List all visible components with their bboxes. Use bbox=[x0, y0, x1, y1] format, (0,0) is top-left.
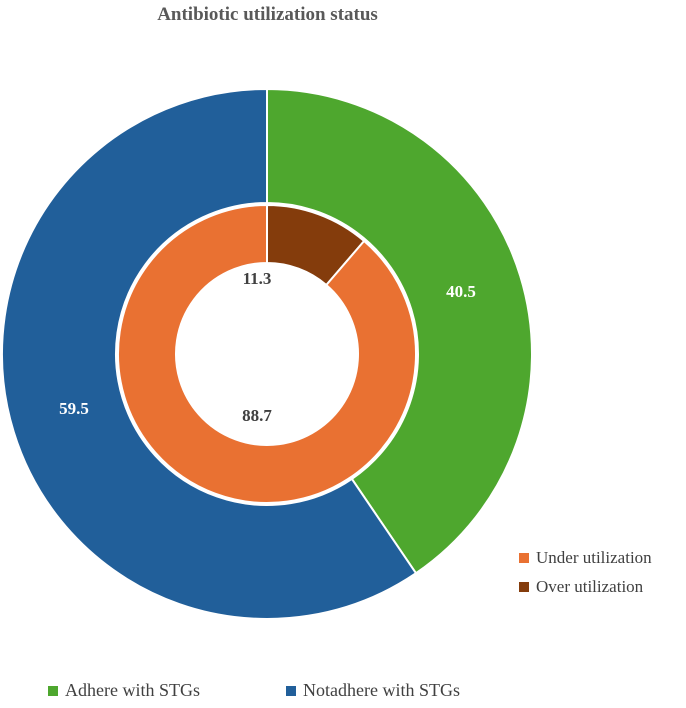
legend-item-under-utilization: Under utilization bbox=[519, 543, 652, 572]
outer-slice-notadhere-with-stgs bbox=[1, 87, 418, 620]
data-label-over-utilization: 11.3 bbox=[243, 269, 272, 288]
inner-ring bbox=[117, 203, 417, 504]
outer-slice-adhere-with-stgs bbox=[266, 87, 533, 575]
legend-swatch-under-utilization bbox=[519, 552, 529, 563]
legend-label-notadhere: Notadhere with STGs bbox=[302, 680, 460, 700]
chart-title: Antibiotic utilization status bbox=[157, 4, 378, 25]
legend-item-notadhere: Notadhere with STGs bbox=[285, 680, 460, 701]
legend-swatch-over-utilization bbox=[519, 581, 529, 592]
inner-slice-under-utilization bbox=[117, 203, 417, 504]
legend-outer: Adhere with STGs Notadhere with STGs bbox=[48, 680, 546, 701]
legend-item-adhere: Adhere with STGs bbox=[48, 680, 200, 701]
data-label-adhere-with-stgs: 40.5 bbox=[446, 282, 476, 301]
legend-swatch-adhere bbox=[48, 685, 58, 696]
legend-item-over-utilization: Over utilization bbox=[519, 572, 652, 601]
data-labels: 40.5 59.5 11.3 88.7 bbox=[59, 269, 476, 425]
data-label-under-utilization: 88.7 bbox=[242, 406, 272, 425]
legend-label-over-utilization: Over utilization bbox=[536, 576, 644, 596]
outer-ring bbox=[1, 87, 533, 620]
legend-inner: Under utilization Over utilization bbox=[519, 543, 652, 601]
legend-label-under-utilization: Under utilization bbox=[536, 547, 652, 567]
data-label-notadhere-with-stgs: 59.5 bbox=[59, 399, 89, 418]
legend-label-adhere: Adhere with STGs bbox=[65, 680, 200, 700]
legend-swatch-notadhere bbox=[285, 685, 296, 696]
